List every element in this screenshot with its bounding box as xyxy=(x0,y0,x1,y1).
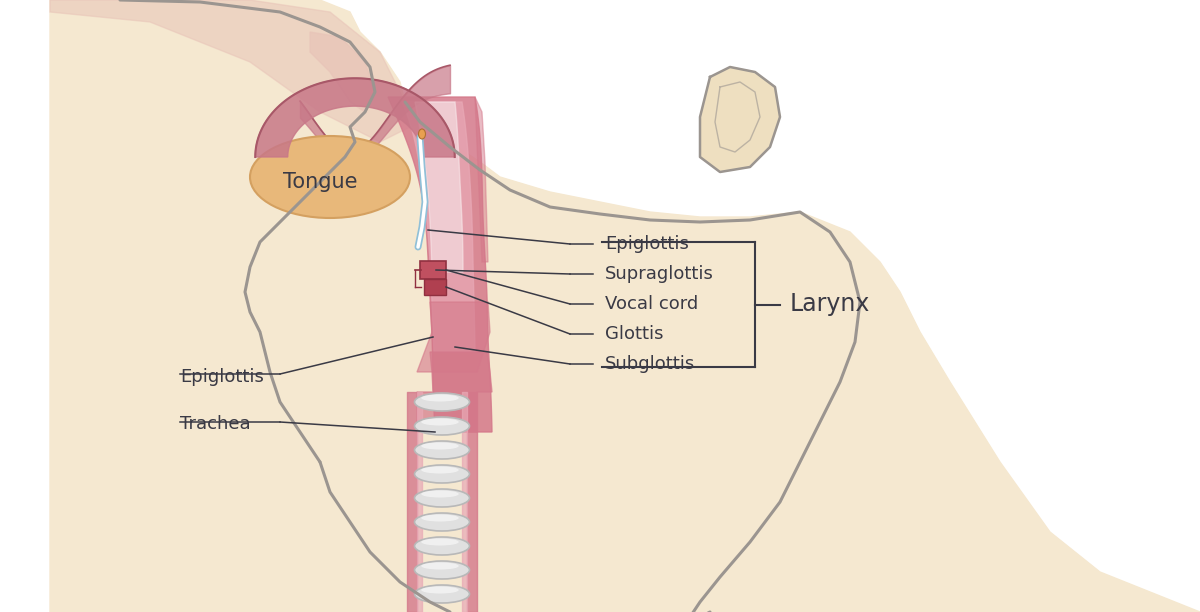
Polygon shape xyxy=(50,0,1200,612)
Text: Supraglottis: Supraglottis xyxy=(605,265,714,283)
Ellipse shape xyxy=(414,585,469,603)
Text: Subglottis: Subglottis xyxy=(605,355,695,373)
Ellipse shape xyxy=(414,393,469,411)
Polygon shape xyxy=(388,97,492,432)
Polygon shape xyxy=(402,102,475,352)
Ellipse shape xyxy=(414,513,469,531)
Ellipse shape xyxy=(421,562,458,570)
Ellipse shape xyxy=(414,561,469,579)
Ellipse shape xyxy=(414,465,469,483)
Ellipse shape xyxy=(421,442,458,449)
Text: Epiglottis: Epiglottis xyxy=(605,235,689,253)
Ellipse shape xyxy=(421,515,458,521)
Ellipse shape xyxy=(414,417,469,435)
Ellipse shape xyxy=(421,539,458,545)
Text: Vocal cord: Vocal cord xyxy=(605,295,698,313)
Ellipse shape xyxy=(421,419,458,425)
Ellipse shape xyxy=(414,537,469,555)
FancyBboxPatch shape xyxy=(424,279,446,295)
Polygon shape xyxy=(50,0,420,142)
Ellipse shape xyxy=(414,441,469,459)
Ellipse shape xyxy=(421,490,458,498)
Text: Larynx: Larynx xyxy=(790,293,870,316)
Polygon shape xyxy=(310,32,374,112)
Polygon shape xyxy=(415,102,463,272)
Text: Trachea: Trachea xyxy=(180,415,251,433)
Ellipse shape xyxy=(421,395,458,401)
Ellipse shape xyxy=(421,586,458,594)
Text: Epiglottis: Epiglottis xyxy=(180,368,264,386)
Ellipse shape xyxy=(250,136,410,218)
Polygon shape xyxy=(475,97,488,262)
Polygon shape xyxy=(418,352,492,432)
FancyBboxPatch shape xyxy=(420,261,446,279)
Ellipse shape xyxy=(421,466,458,474)
Polygon shape xyxy=(418,302,490,372)
Ellipse shape xyxy=(419,129,426,139)
Polygon shape xyxy=(700,67,780,172)
Ellipse shape xyxy=(414,489,469,507)
Text: Glottis: Glottis xyxy=(605,325,664,343)
Text: Tongue: Tongue xyxy=(283,172,358,192)
Polygon shape xyxy=(256,78,455,157)
